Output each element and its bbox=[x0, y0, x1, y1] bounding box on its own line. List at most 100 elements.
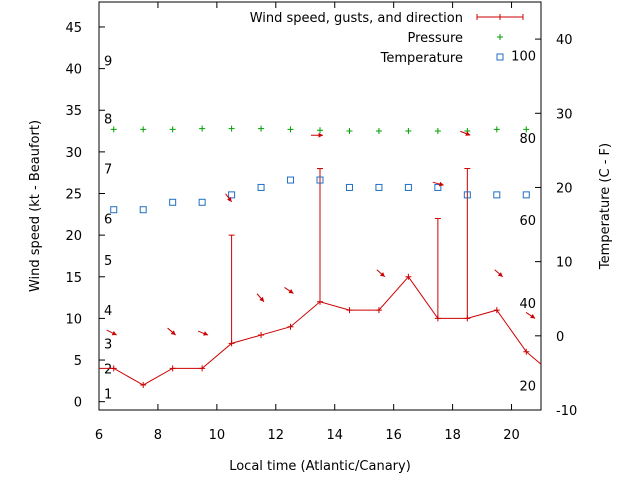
y-tick-label: 45 bbox=[65, 21, 82, 36]
y2-tick-label: 20 bbox=[556, 181, 573, 196]
temperature-point bbox=[493, 191, 501, 199]
wind-speed-point bbox=[169, 365, 176, 372]
wind-direction-arrowhead bbox=[379, 272, 385, 277]
wind-speed-point bbox=[287, 323, 294, 330]
fahrenheit-label: 40 bbox=[519, 297, 536, 312]
wind-speed-point bbox=[375, 307, 382, 314]
wind-direction-arrowhead bbox=[203, 331, 209, 336]
pressure-point bbox=[405, 128, 412, 135]
wind-direction-arrowhead bbox=[227, 196, 232, 202]
temperature-point bbox=[434, 183, 442, 191]
pressure-point bbox=[434, 128, 441, 135]
beaufort-label: 5 bbox=[104, 254, 112, 269]
fahrenheit-label: 20 bbox=[519, 380, 536, 395]
temperature-point bbox=[228, 191, 236, 199]
wind-direction-arrowhead bbox=[318, 132, 323, 138]
wind-speed-point bbox=[493, 307, 500, 314]
wind-direction-arrowhead bbox=[259, 296, 265, 302]
temperature-point bbox=[404, 183, 412, 191]
temperature-point bbox=[375, 183, 383, 191]
plot-frame bbox=[98, 1, 542, 411]
wind-speed-point bbox=[346, 307, 353, 314]
pressure-point bbox=[169, 126, 176, 133]
x-tick-label: 20 bbox=[503, 428, 520, 443]
pressure-point bbox=[375, 128, 382, 135]
beaufort-label: 7 bbox=[104, 163, 112, 178]
pressure-point bbox=[199, 125, 206, 132]
pressure-point bbox=[140, 126, 147, 133]
beaufort-label: 6 bbox=[104, 212, 112, 227]
wind-speed-point bbox=[258, 332, 265, 339]
pressure-point bbox=[523, 126, 530, 133]
beaufort-label: 4 bbox=[104, 304, 112, 319]
temperature-point bbox=[139, 206, 147, 214]
legend-label: Pressure bbox=[407, 31, 463, 46]
wind-direction-arrowhead bbox=[111, 330, 117, 336]
y-tick-label: 10 bbox=[65, 312, 82, 327]
temperature-point bbox=[257, 183, 265, 191]
x-tick-label: 6 bbox=[95, 428, 103, 443]
y2-tick-label: 30 bbox=[556, 107, 573, 122]
pressure-point bbox=[346, 128, 353, 135]
y-tick-label: 20 bbox=[65, 229, 82, 244]
wind-direction-arrowhead bbox=[438, 181, 444, 187]
wind-direction-arrowhead bbox=[497, 272, 503, 277]
y2-tick-label: 40 bbox=[556, 33, 573, 48]
y-tick-label: 40 bbox=[65, 63, 82, 78]
y2-tick-label: 0 bbox=[556, 330, 564, 345]
y-tick-label: 35 bbox=[65, 104, 82, 119]
legend-label: Wind speed, gusts, and direction bbox=[250, 11, 463, 26]
legend-marker bbox=[497, 14, 503, 20]
temperature-point bbox=[287, 176, 295, 184]
y-tick-label: 5 bbox=[74, 354, 82, 369]
temperature-point bbox=[345, 183, 353, 191]
temperature-point bbox=[198, 198, 206, 206]
pressure-point bbox=[287, 126, 294, 133]
legend-marker bbox=[496, 53, 504, 61]
x-tick-label: 14 bbox=[326, 428, 343, 443]
pressure-point bbox=[228, 125, 235, 132]
y-tick-label: 0 bbox=[74, 396, 82, 411]
temperature-point bbox=[316, 176, 324, 184]
y-tick-label: 25 bbox=[65, 188, 82, 203]
x-tick-label: 10 bbox=[209, 428, 226, 443]
x-tick-label: 8 bbox=[154, 428, 162, 443]
fahrenheit-label: 60 bbox=[519, 214, 536, 229]
wind-speed-point bbox=[199, 365, 206, 372]
y-axis-label: Wind speed (kt - Beaufort) bbox=[28, 120, 43, 292]
beaufort-label: 2 bbox=[104, 362, 112, 377]
x-axis-label: Local time (Atlantic/Canary) bbox=[229, 459, 411, 474]
y-tick-label: 15 bbox=[65, 271, 82, 286]
fahrenheit-label: 80 bbox=[519, 132, 536, 147]
legend-marker bbox=[497, 34, 503, 40]
temperature-point bbox=[463, 191, 471, 199]
wind-direction-arrowhead bbox=[465, 131, 471, 136]
fahrenheit-label: 100 bbox=[511, 49, 536, 64]
y2-axis-label: Temperature (C - F) bbox=[598, 143, 613, 270]
beaufort-label: 8 bbox=[104, 113, 112, 128]
legend-label: Temperature bbox=[380, 51, 463, 66]
beaufort-label: 1 bbox=[104, 387, 112, 402]
wind-direction-arrowhead bbox=[530, 313, 536, 319]
wind-speed-point bbox=[405, 273, 412, 280]
wind-direction-arrowhead bbox=[170, 330, 176, 336]
wind-direction-arrowhead bbox=[288, 289, 294, 294]
temperature-point bbox=[110, 206, 118, 214]
x-tick-label: 18 bbox=[444, 428, 461, 443]
wind-speed-point bbox=[523, 348, 530, 355]
y2-tick-label: -10 bbox=[556, 404, 577, 419]
y2-tick-label: 10 bbox=[556, 256, 573, 271]
wind-speed-point bbox=[110, 365, 117, 372]
x-tick-label: 16 bbox=[385, 428, 402, 443]
x-tick-label: 12 bbox=[268, 428, 285, 443]
pressure-point bbox=[317, 127, 323, 134]
pressure-point bbox=[493, 126, 500, 133]
pressure-point bbox=[258, 125, 265, 132]
y-tick-label: 30 bbox=[65, 146, 82, 161]
pressure-point bbox=[110, 126, 117, 133]
beaufort-label: 3 bbox=[104, 337, 112, 352]
wind-speed-point bbox=[140, 382, 147, 389]
beaufort-label: 9 bbox=[104, 54, 112, 69]
temperature-point bbox=[169, 198, 177, 206]
